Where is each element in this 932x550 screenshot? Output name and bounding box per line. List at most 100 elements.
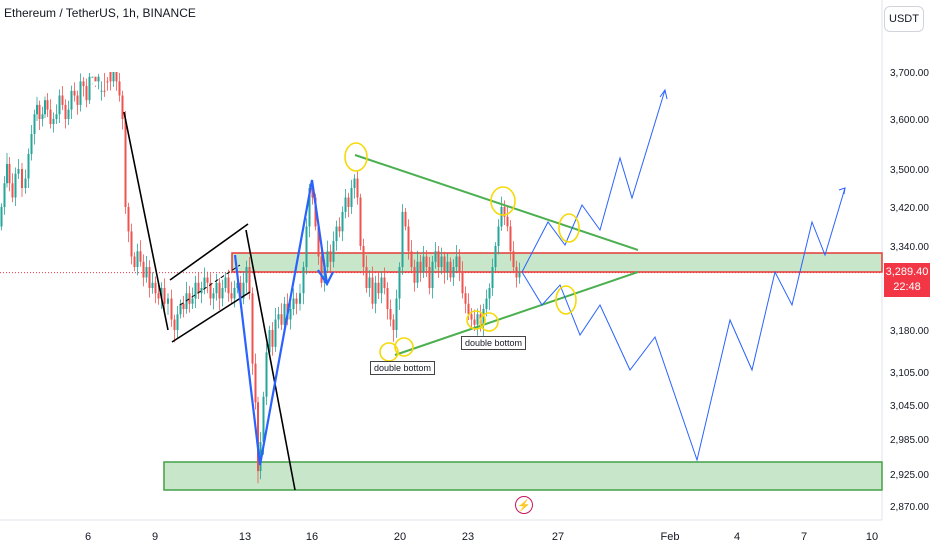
candle — [73, 90, 76, 96]
projection-bull-arrow — [659, 88, 668, 100]
candle — [88, 76, 91, 101]
candle — [476, 314, 479, 325]
x-tick-label: 23 — [462, 531, 474, 543]
candle — [353, 178, 356, 188]
candle — [133, 256, 136, 267]
candle — [215, 282, 218, 294]
candle — [392, 319, 395, 330]
candle — [449, 261, 452, 278]
candle — [148, 267, 151, 288]
candle — [482, 309, 485, 325]
candle — [191, 298, 194, 304]
candle — [329, 251, 332, 262]
x-tick-label: 6 — [85, 531, 91, 543]
candle — [473, 319, 476, 325]
candle — [209, 282, 212, 299]
candle — [49, 109, 52, 124]
highlight-circle — [555, 285, 577, 315]
impulse-arrowhead — [317, 269, 334, 287]
candle — [103, 90, 106, 92]
candle — [24, 178, 27, 188]
candle — [194, 282, 197, 299]
x-tick-label: 7 — [801, 531, 807, 543]
x-tick-label: 9 — [152, 531, 158, 543]
triangle-lower — [394, 271, 639, 356]
highlight-circle — [490, 186, 516, 216]
candle — [64, 104, 67, 119]
candle — [236, 282, 239, 288]
candle — [443, 256, 446, 273]
candle — [36, 104, 38, 115]
candle — [0, 207, 3, 227]
support-zone — [163, 461, 883, 491]
candle — [262, 396, 265, 442]
candle — [452, 267, 455, 278]
channel-mid — [179, 264, 241, 306]
candle — [305, 226, 308, 267]
candle — [163, 288, 166, 304]
highlight-circle — [466, 310, 486, 330]
candle — [94, 76, 97, 82]
candle — [145, 267, 148, 278]
candle — [311, 188, 314, 198]
candle — [377, 282, 380, 294]
candle — [85, 86, 88, 101]
candle — [271, 330, 274, 347]
candle — [27, 154, 30, 179]
trend-line-down — [123, 111, 169, 331]
flash-icon[interactable]: ⚡ — [515, 496, 533, 514]
candle — [434, 251, 437, 262]
candle — [230, 293, 233, 299]
candle — [44, 100, 46, 115]
candle — [182, 303, 185, 309]
candle — [55, 114, 58, 119]
y-tick-label: 3,180.00 — [890, 326, 929, 337]
candle — [160, 288, 163, 299]
candle — [362, 246, 365, 267]
candle — [130, 231, 133, 257]
candle — [127, 207, 130, 232]
candle — [455, 256, 458, 267]
candle — [413, 267, 416, 283]
projection-bull — [521, 89, 666, 273]
y-tick-label: 2,985.00 — [890, 435, 929, 446]
y-tick-label: 3,045.00 — [890, 401, 929, 412]
candle — [503, 207, 506, 217]
candle — [38, 104, 41, 119]
x-tick-label: 13 — [239, 531, 251, 543]
candle — [139, 251, 142, 262]
candle — [491, 267, 494, 288]
candle — [437, 251, 440, 267]
candle — [274, 319, 277, 347]
candle — [374, 282, 377, 304]
candle — [320, 256, 323, 283]
candle — [118, 81, 121, 96]
candle — [292, 298, 295, 309]
candle — [338, 226, 341, 232]
highlight-circle — [558, 213, 580, 243]
candle — [485, 298, 488, 309]
candle — [176, 314, 179, 330]
candle — [82, 81, 85, 87]
candle — [46, 100, 49, 110]
triangle-upper — [354, 154, 639, 251]
candle — [257, 402, 259, 472]
projection-bear-arrow — [838, 187, 846, 195]
candle — [386, 288, 389, 309]
candle — [440, 256, 443, 267]
candle — [41, 114, 44, 119]
candle — [121, 95, 124, 119]
candle — [100, 90, 103, 92]
candle — [67, 109, 70, 119]
x-tick-label: 4 — [734, 531, 740, 543]
candle — [167, 298, 169, 304]
candle — [488, 288, 491, 299]
candle — [251, 293, 254, 364]
currency-button[interactable]: USDT — [884, 6, 924, 32]
candle — [470, 314, 473, 320]
candle — [233, 288, 236, 299]
candle — [323, 267, 326, 283]
candle — [188, 293, 191, 304]
candle — [221, 288, 224, 299]
